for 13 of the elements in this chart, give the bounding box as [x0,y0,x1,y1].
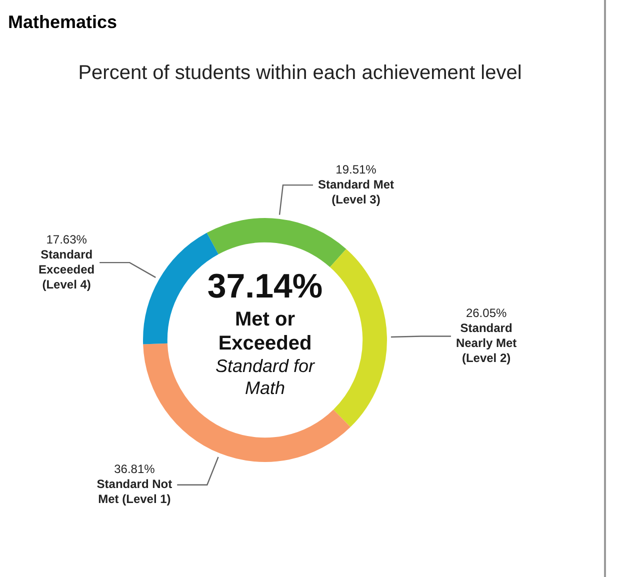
chart-subtitle: Percent of students within each achievement level [77,62,523,85]
text: 37.14% [207,267,323,306]
slice-label: Standard Exceeded (Level 4) [38,247,95,292]
slice-label: Standard Met (Level 3) [318,177,394,206]
data-label: 17.63% [46,232,88,246]
slice-label: Standard Nearly Met (Level 2) [456,321,517,366]
data-label: 36.81% [114,462,156,476]
text: Met or Exceeded [218,308,312,355]
slice-label: Standard Not Met (Level 1) [96,477,172,506]
data-label: 26.05% [466,306,507,320]
chart-title: Mathematics [8,12,118,33]
data-label: 19.51% [336,162,377,176]
text: Standard for Math [215,356,316,398]
